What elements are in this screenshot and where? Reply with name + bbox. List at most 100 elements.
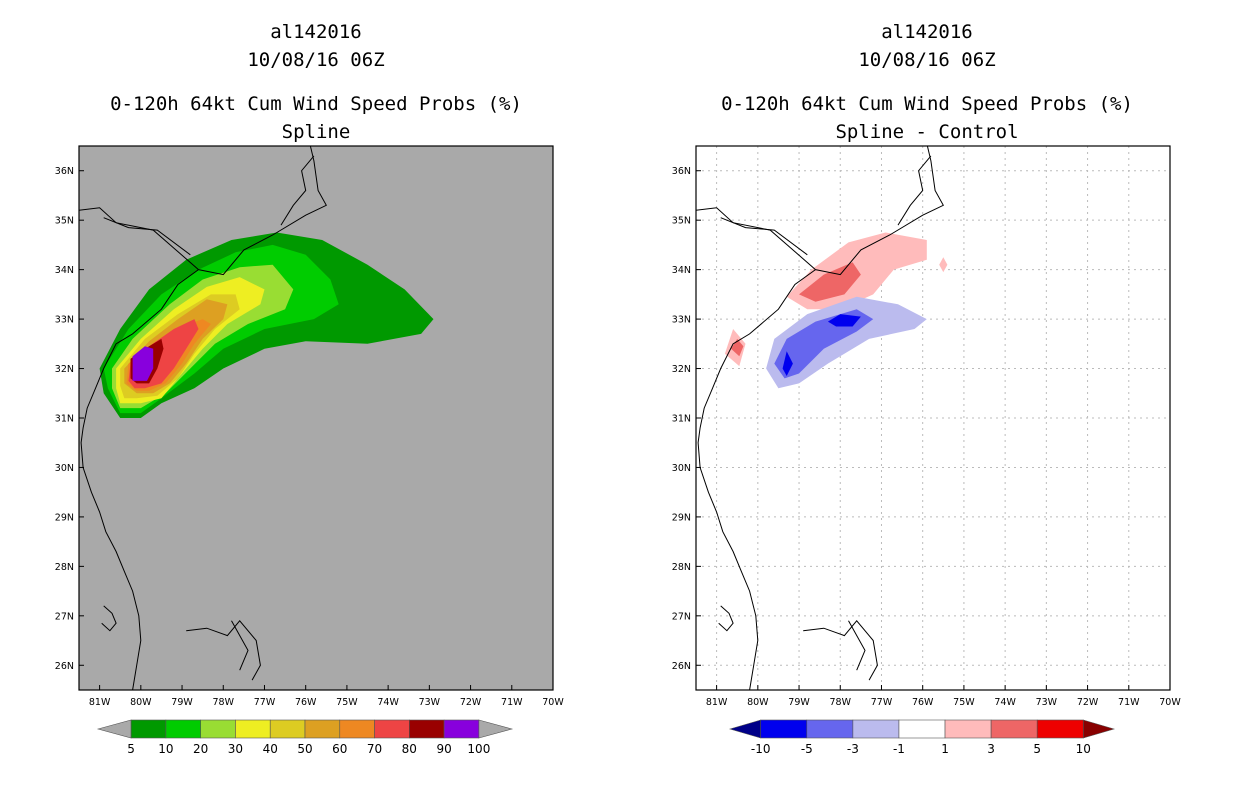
contours-left xyxy=(99,232,434,418)
colorbar-box xyxy=(409,719,445,739)
y-tick-label: 28N xyxy=(55,562,74,573)
colorbar-box xyxy=(165,719,201,739)
x-tick-label: 80W xyxy=(130,697,152,708)
coastline-segment xyxy=(103,217,191,256)
colorbar-label: -5 xyxy=(801,742,813,756)
x-tick-label: 75W xyxy=(953,697,975,708)
colorbar-box xyxy=(235,719,271,739)
colorbar-box xyxy=(130,719,167,739)
coastline-segment xyxy=(803,620,878,681)
x-tick-label: 76W xyxy=(295,697,317,708)
x-tick-label: 71W xyxy=(1118,697,1140,708)
x-tick-label: 77W xyxy=(871,697,893,708)
y-tick-label: 34N xyxy=(672,265,691,276)
colorbar-label: 50 xyxy=(297,742,312,756)
coastline-segment xyxy=(718,605,734,632)
colorbar-box xyxy=(760,719,808,739)
x-tick-label: 79W xyxy=(171,697,193,708)
colorbar-box xyxy=(990,719,1038,739)
y-tick-label: 35N xyxy=(672,216,691,227)
subtitle-right: Spline - Control xyxy=(835,121,1018,143)
colorbar-left: 5 10 20 30 40 50 60 70 80 90 100 xyxy=(96,719,514,756)
y-tick-label: 28N xyxy=(672,562,691,573)
x-tick-label: 70W xyxy=(1159,697,1181,708)
y-tick-label: 31N xyxy=(672,414,691,425)
colorbar-label: 3 xyxy=(987,742,995,756)
y-tick-label: 26N xyxy=(672,661,691,672)
y-tick-label: 30N xyxy=(672,463,691,474)
y-tick-label: 36N xyxy=(672,166,691,177)
x-tick-label: 74W xyxy=(377,697,399,708)
x-tick-label: 72W xyxy=(460,697,482,708)
x-tick-label: 79W xyxy=(788,697,810,708)
colorbar-box xyxy=(269,719,306,739)
coastline-segment xyxy=(231,620,249,671)
x-tick-label: 70W xyxy=(542,697,564,708)
title-left: 0-120h 64kt Cum Wind Speed Probs (%) xyxy=(110,93,522,115)
colorbar-label: 5 xyxy=(127,742,135,756)
x-tick-label: 80W xyxy=(747,697,769,708)
colorbar-label: 1 xyxy=(941,742,949,756)
y-tick-label: 29N xyxy=(55,512,74,523)
colorbar-label: 80 xyxy=(402,742,417,756)
colorbar-label: 20 xyxy=(193,742,208,756)
colorbar-box xyxy=(374,719,410,739)
y-tick-label: 26N xyxy=(55,661,74,672)
coastline-segment xyxy=(186,620,261,681)
x-tick-label: 78W xyxy=(830,697,852,708)
x-tick-label: 74W xyxy=(994,697,1016,708)
panel-left: al142016 10/08/16 06Z 0-120h 64kt Cum Wi… xyxy=(55,21,565,756)
plot-area-left xyxy=(79,146,553,690)
colorbar-label: 5 xyxy=(1033,742,1041,756)
contour-level--5 xyxy=(827,314,861,327)
y-tick-label: 33N xyxy=(55,315,74,326)
colorbar-label: 10 xyxy=(158,742,173,756)
x-tick-label: 71W xyxy=(501,697,523,708)
colorbar-label: 90 xyxy=(436,742,451,756)
colorbar-box xyxy=(200,719,236,739)
x-tick-label: 78W xyxy=(213,697,235,708)
y-tick-label: 36N xyxy=(55,166,74,177)
contour-level-3 xyxy=(731,338,744,357)
y-tick-label: 31N xyxy=(55,414,74,425)
storm-id-left: al142016 xyxy=(270,21,362,43)
y-tick-label: 29N xyxy=(672,512,691,523)
colorbar-box xyxy=(898,719,946,739)
y-tick-label: 33N xyxy=(672,315,691,326)
colorbar-box xyxy=(1036,719,1084,739)
colorbar-label: -3 xyxy=(847,742,859,756)
subtitle-left: Spline xyxy=(282,121,351,143)
y-tick-label: 35N xyxy=(55,216,74,227)
x-tick-label: 73W xyxy=(1036,697,1058,708)
axis-ticks-left: 81W 80W 79W 78W 77W 76W 75W 74W 73W 72W 71W 70W 26N 2… xyxy=(55,166,565,708)
y-tick-label: 32N xyxy=(55,364,74,375)
colorbar-label: 30 xyxy=(228,742,243,756)
y-tick-label: 34N xyxy=(55,265,74,276)
colorbar-end-high xyxy=(478,719,514,739)
x-tick-label: 77W xyxy=(254,697,276,708)
x-tick-label: 73W xyxy=(419,697,441,708)
colorbar-label: 100 xyxy=(467,742,490,756)
colorbar-label: 40 xyxy=(263,742,278,756)
colorbar-label: 10 xyxy=(1076,742,1091,756)
x-tick-label: 72W xyxy=(1077,697,1099,708)
contour-level-1 xyxy=(939,257,948,273)
storm-id-right: al142016 xyxy=(881,21,973,43)
coastline-segment xyxy=(720,217,808,256)
colorbar-box xyxy=(304,719,341,739)
contours-right xyxy=(724,232,948,389)
colorbar-right: -10 -5 -3 -1 1 3 5 10 xyxy=(728,719,1116,756)
colorbar-box xyxy=(852,719,900,739)
y-tick-label: 27N xyxy=(672,611,691,622)
colorbar-label: -10 xyxy=(751,742,771,756)
colorbar-end-low xyxy=(96,719,132,739)
date-left: 10/08/16 06Z xyxy=(247,49,384,71)
coastline-segment xyxy=(280,155,315,226)
contour-level--5 xyxy=(782,351,793,376)
colorbar-box xyxy=(944,719,992,739)
axis-ticks-right: 81W 80W 79W 78W 77W 76W 75W 74W 73W 72W 71W 70W 26N 2… xyxy=(672,166,1182,708)
x-tick-label: 75W xyxy=(336,697,358,708)
panel-right: al142016 10/08/16 06Z 0-120h 64kt Cum Wi… xyxy=(672,21,1182,756)
x-tick-label: 81W xyxy=(89,697,111,708)
